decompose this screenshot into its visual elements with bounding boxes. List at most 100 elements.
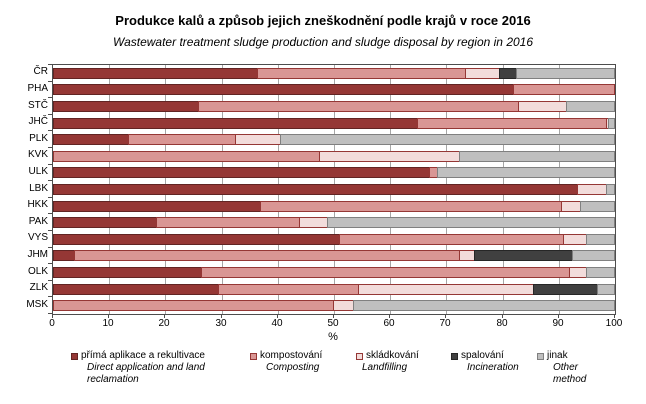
bar-segment: [333, 300, 354, 311]
y-tick-mark: [48, 213, 52, 214]
y-tick-mark: [48, 81, 52, 82]
bar-segment: [53, 167, 430, 178]
bar-segment: [53, 151, 320, 162]
y-axis-label-LBK: LBK: [29, 183, 48, 194]
bar-segment: [53, 234, 340, 245]
bar-segment: [437, 167, 615, 178]
y-tick-mark: [48, 164, 52, 165]
bar-segment: [53, 84, 514, 95]
bar-segment: [518, 101, 567, 112]
bar-segment: [417, 118, 607, 129]
legend-label-en: Composting: [266, 362, 320, 373]
bar-segment: [198, 101, 519, 112]
legend-label-cs: skládkování: [366, 350, 419, 361]
x-tick-mark: [221, 314, 222, 318]
bar-segment: [513, 84, 615, 95]
x-tick-mark: [52, 314, 53, 318]
bar-row-MSK: [53, 300, 615, 311]
bar-segment: [606, 184, 615, 195]
y-axis-label-MSK: MSK: [26, 299, 48, 310]
x-tick-mark: [614, 314, 615, 318]
y-tick-mark: [48, 280, 52, 281]
bar-segment: [563, 234, 587, 245]
x-tick-mark: [108, 314, 109, 318]
x-axis-label-40: 40: [271, 318, 283, 329]
legend-label-cs: kompostování: [260, 350, 323, 361]
bar-segment: [53, 184, 578, 195]
bar-segment: [459, 151, 615, 162]
chart-subtitle: Wastewater treatment sludge production a…: [112, 35, 534, 49]
bar-segment: [156, 217, 300, 228]
bar-row-HKK: [53, 201, 615, 212]
composting-swatch-icon: [250, 353, 257, 360]
x-tick-mark: [389, 314, 390, 318]
bar-segment: [319, 151, 460, 162]
y-tick-mark: [48, 147, 52, 148]
landfilling-swatch-icon: [356, 353, 363, 360]
bar-segment: [586, 234, 615, 245]
bar-segment: [586, 267, 615, 278]
bar-segment: [299, 217, 328, 228]
bar-segment: [499, 68, 517, 79]
y-axis-label-ZLK: ZLK: [29, 282, 48, 293]
other-method-swatch-icon: [537, 353, 544, 360]
y-axis-label-OLK: OLK: [27, 266, 48, 277]
y-tick-mark: [48, 130, 52, 131]
bar-segment: [474, 250, 573, 261]
bar-segment: [516, 68, 615, 79]
x-tick-mark: [164, 314, 165, 318]
y-tick-mark: [48, 313, 52, 314]
y-tick-mark: [48, 247, 52, 248]
legend-label-cs: jinak: [547, 350, 568, 361]
bar-segment: [533, 284, 598, 295]
bar-segment: [280, 134, 615, 145]
bar-row-KVK: [53, 151, 615, 162]
bar-row-STČ: [53, 101, 615, 112]
x-axis-label-10: 10: [102, 318, 114, 329]
bar-segment: [53, 217, 157, 228]
chart-title: Produkce kalů a způsob jejich zneškodněn…: [115, 13, 531, 28]
bar-row-PHA: [53, 84, 615, 95]
bar-segment: [358, 284, 534, 295]
y-tick-mark: [48, 197, 52, 198]
bar-segment: [74, 250, 460, 261]
y-tick-mark: [48, 97, 52, 98]
x-axis-label-0: 0: [49, 318, 55, 329]
bar-row-ZLK: [53, 284, 615, 295]
y-axis-label-STČ: STČ: [28, 100, 48, 111]
incineration-swatch-icon: [451, 353, 458, 360]
bar-segment: [459, 250, 475, 261]
x-tick-mark: [502, 314, 503, 318]
bar-segment: [561, 201, 581, 212]
x-axis-label-70: 70: [439, 318, 451, 329]
bar-segment: [569, 267, 587, 278]
bar-row-ULK: [53, 167, 615, 178]
x-axis-label-60: 60: [383, 318, 395, 329]
bar-row-LBK: [53, 184, 615, 195]
y-axis-label-KVK: KVK: [27, 149, 48, 160]
bar-segment: [257, 68, 466, 79]
bar-segment: [339, 234, 564, 245]
bar-segment: [235, 134, 281, 145]
x-tick-mark: [558, 314, 559, 318]
plot-area: [52, 64, 616, 315]
x-axis-label-80: 80: [496, 318, 508, 329]
bar-segment: [128, 134, 236, 145]
y-axis-label-VYS: VYS: [27, 232, 48, 243]
legend-label-en: Incineration: [467, 362, 519, 373]
bar-segment: [353, 300, 615, 311]
bar-segment: [53, 68, 258, 79]
legend-label-cs: spalování: [461, 350, 504, 361]
y-axis-label-PHA: PHA: [27, 83, 48, 94]
x-tick-mark: [445, 314, 446, 318]
bar-segment: [53, 250, 75, 261]
bar-segment: [580, 201, 615, 212]
x-tick-mark: [277, 314, 278, 318]
bar-segment: [53, 101, 199, 112]
legend-label-cs: přímá aplikace a rekultivace: [81, 350, 205, 361]
bar-segment: [53, 284, 219, 295]
bar-row-JHM: [53, 250, 615, 261]
bar-segment: [572, 250, 615, 261]
bar-row-VYS: [53, 234, 615, 245]
